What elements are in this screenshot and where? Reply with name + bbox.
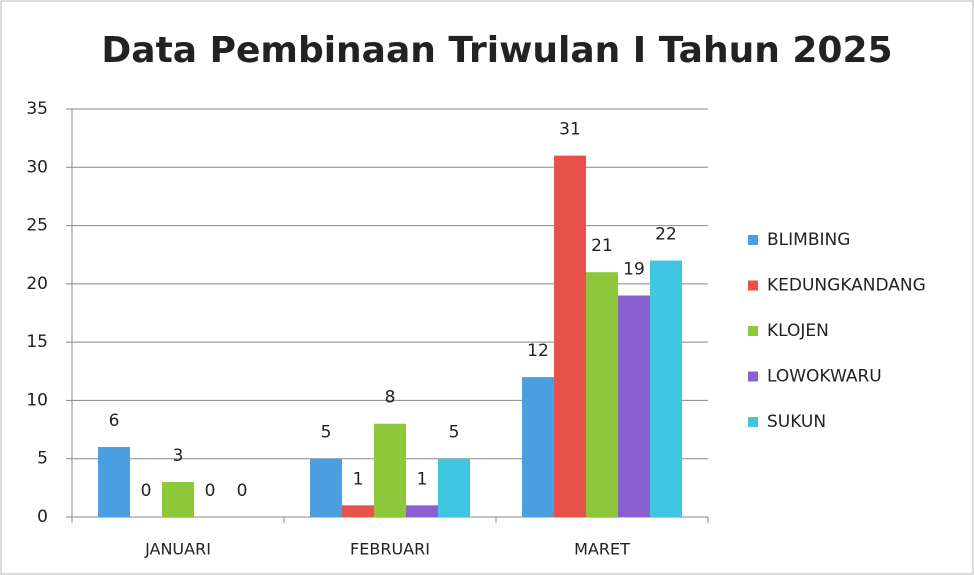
x-tick-label: FEBRUARI bbox=[350, 540, 430, 559]
data-label: 19 bbox=[623, 260, 645, 280]
data-label: 8 bbox=[385, 388, 396, 408]
legend-label: SUKUN bbox=[767, 412, 826, 432]
x-tick-label: MARET bbox=[574, 540, 630, 559]
data-label: 21 bbox=[591, 236, 613, 256]
chart-title: Data Pembinaan Triwulan I Tahun 2025 bbox=[101, 30, 892, 71]
y-tick-label: 0 bbox=[37, 507, 48, 527]
y-tick-label: 25 bbox=[26, 216, 48, 236]
legend-label: KEDUNGKANDANG bbox=[767, 276, 926, 296]
bar bbox=[618, 295, 650, 517]
y-tick-label: 30 bbox=[26, 157, 48, 177]
y-tick-label: 35 bbox=[26, 99, 48, 119]
data-label: 1 bbox=[353, 469, 364, 489]
y-tick-label: 10 bbox=[26, 390, 48, 410]
bar bbox=[342, 505, 374, 517]
legend-swatch bbox=[748, 235, 758, 245]
bar bbox=[98, 447, 130, 517]
bar bbox=[438, 458, 470, 517]
data-label: 1 bbox=[417, 469, 428, 489]
data-label: 12 bbox=[527, 341, 549, 361]
data-label: 31 bbox=[559, 120, 581, 140]
bar bbox=[310, 458, 342, 517]
y-tick-label: 20 bbox=[26, 274, 48, 294]
data-label: 5 bbox=[321, 423, 332, 443]
data-label: 3 bbox=[173, 446, 184, 466]
bar bbox=[522, 377, 554, 517]
legend-label: BLIMBING bbox=[767, 230, 850, 250]
bar bbox=[374, 423, 406, 517]
bar bbox=[650, 260, 682, 517]
legend-swatch bbox=[748, 417, 758, 427]
data-label: 6 bbox=[109, 411, 120, 431]
y-tick-label: 5 bbox=[37, 449, 48, 469]
legend-swatch bbox=[748, 326, 758, 336]
x-tick-label: JANUARI bbox=[144, 540, 211, 559]
data-label: 0 bbox=[205, 481, 216, 501]
data-label: 0 bbox=[237, 481, 248, 501]
data-label: 5 bbox=[449, 423, 460, 443]
y-tick-label: 15 bbox=[26, 332, 48, 352]
bar bbox=[554, 155, 586, 517]
data-label: 0 bbox=[141, 481, 152, 501]
bar bbox=[406, 505, 438, 517]
legend-swatch bbox=[748, 280, 758, 291]
legend-label: KLOJEN bbox=[767, 321, 829, 341]
legend-label: LOWOKWARU bbox=[767, 367, 882, 387]
bar bbox=[586, 272, 618, 517]
bar bbox=[162, 482, 194, 517]
legend-swatch bbox=[748, 371, 758, 382]
data-label: 22 bbox=[655, 225, 677, 245]
